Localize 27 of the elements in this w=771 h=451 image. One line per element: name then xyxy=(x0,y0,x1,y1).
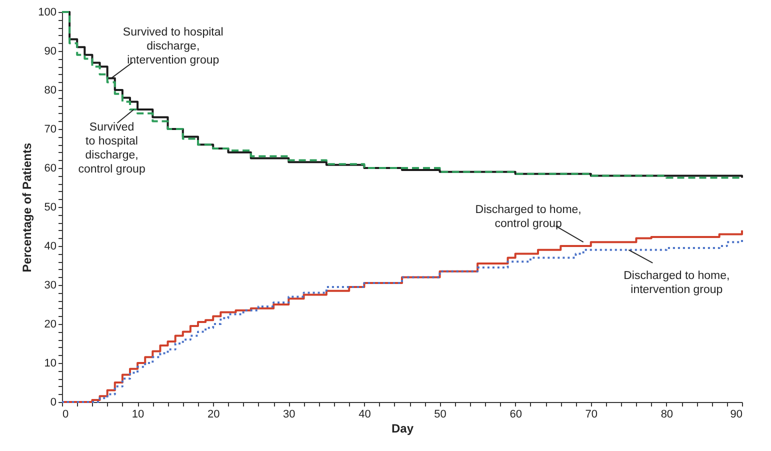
x-axis-title: Day xyxy=(391,422,414,436)
y-tick-label: 0 xyxy=(50,396,56,408)
y-tick-label: 60 xyxy=(44,162,56,174)
x-tick-label: 90 xyxy=(730,408,742,420)
annotation: Survived to hospital discharge, intervention group xyxy=(122,26,224,66)
annotation: Discharged to home, control group xyxy=(475,204,582,230)
y-tick-label: 40 xyxy=(44,240,56,252)
x-tick-label: 70 xyxy=(585,408,598,420)
x-tick-label: 80 xyxy=(660,408,674,420)
y-tick-label: 10 xyxy=(44,358,56,370)
y-tick-label: 50 xyxy=(44,202,56,214)
annotation: Discharged to home, intervention group xyxy=(624,270,730,296)
x-tick-label: 0 xyxy=(62,408,69,420)
y-tick-label: 20 xyxy=(44,318,56,330)
y-tick-label: 100 xyxy=(38,6,56,18)
x-tick-label: 40 xyxy=(358,408,371,420)
y-axis-title: Percentage of Patients xyxy=(20,142,34,272)
annotation: Survived to hospital discharge, control group xyxy=(78,122,146,176)
y-tick-label: 30 xyxy=(44,280,56,292)
x-tick-label: 10 xyxy=(132,408,144,420)
x-tick-label: 50 xyxy=(434,408,446,420)
y-tick-label: 90 xyxy=(44,46,56,58)
y-tick-label: 70 xyxy=(44,124,56,136)
y-tick-label: 80 xyxy=(44,84,56,96)
x-tick-label: 60 xyxy=(510,408,522,420)
x-tick-label: 20 xyxy=(207,408,220,420)
x-tick-label: 30 xyxy=(283,408,296,420)
